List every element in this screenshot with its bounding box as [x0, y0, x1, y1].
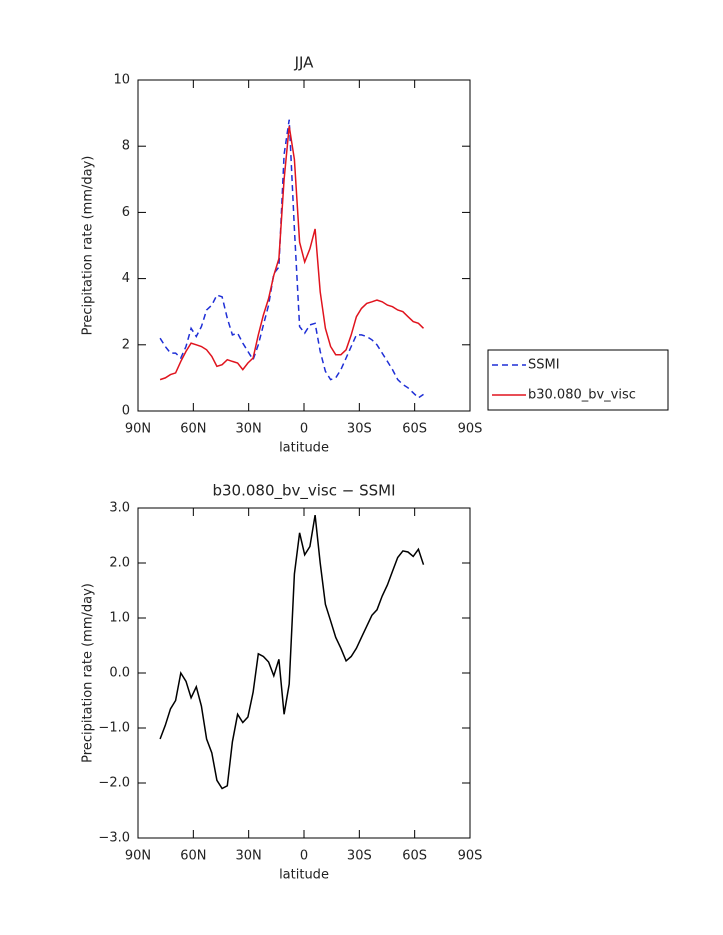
- y-tick-label: 0: [122, 404, 130, 419]
- x-axis-label: latitude: [279, 441, 329, 456]
- y-tick-label: −1.0: [98, 721, 130, 736]
- y-tick-label: 6: [122, 205, 130, 220]
- x-tick-label: 0: [300, 849, 308, 864]
- y-axis-label: Precipitation rate (mm/day): [81, 583, 96, 763]
- series-line: [159, 119, 424, 399]
- y-tick-label: 4: [122, 271, 130, 286]
- x-tick-label: 90S: [458, 422, 483, 437]
- y-tick-label: 0.0: [109, 666, 130, 681]
- series-line: [159, 514, 425, 790]
- x-tick-label: 30S: [347, 849, 372, 864]
- y-tick-label: −2.0: [98, 776, 130, 791]
- y-tick-label: 2: [122, 337, 130, 352]
- chart-title: b30.080_bv_visc − SSMI: [212, 482, 395, 501]
- x-tick-label: 30S: [347, 422, 372, 437]
- y-tick-label: 8: [122, 139, 130, 154]
- y-axis-label: Precipitation rate (mm/day): [81, 156, 96, 336]
- x-tick-label: 60N: [180, 849, 206, 864]
- plot-frame: [137, 79, 471, 412]
- plot-frame: [137, 507, 471, 839]
- x-tick-label: 30N: [236, 422, 262, 437]
- y-tick-label: 1.0: [109, 611, 130, 626]
- x-tick-label: 90N: [125, 422, 151, 437]
- chart-title: JJA: [294, 54, 315, 72]
- x-tick-label: 90S: [458, 849, 483, 864]
- y-tick-label: 3.0: [109, 501, 130, 516]
- legend-frame: [487, 349, 669, 411]
- y-tick-label: 10: [113, 73, 130, 88]
- x-tick-label: 30N: [236, 849, 262, 864]
- x-axis-label: latitude: [279, 868, 329, 883]
- x-tick-label: 60S: [402, 422, 427, 437]
- series-line: [159, 126, 425, 381]
- y-tick-label: 2.0: [109, 556, 130, 571]
- y-tick-label: −3.0: [98, 831, 130, 846]
- legend-label: b30.080_bv_visc: [528, 388, 636, 403]
- x-tick-label: 60N: [180, 422, 206, 437]
- x-tick-label: 0: [300, 422, 308, 437]
- x-tick-label: 90N: [125, 849, 151, 864]
- legend-label: SSMI: [528, 358, 560, 373]
- x-tick-label: 60S: [402, 849, 427, 864]
